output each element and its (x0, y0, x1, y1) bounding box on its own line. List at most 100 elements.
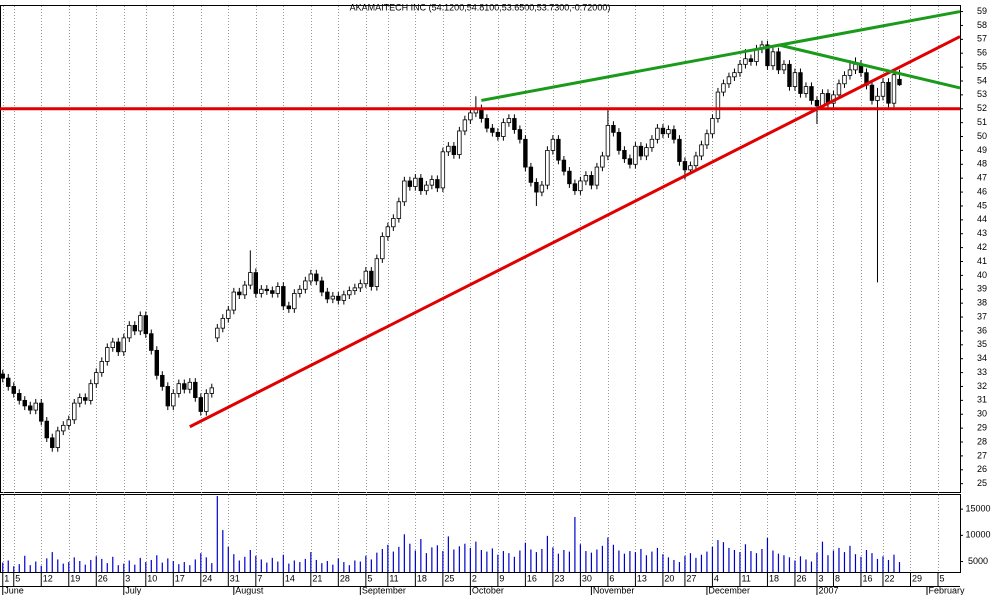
x-tick-label: 16 (862, 573, 872, 583)
candle-body (275, 286, 281, 294)
candle-body (737, 63, 743, 74)
candle-body (666, 129, 671, 135)
candle-body (143, 315, 148, 335)
volume-bar (860, 556, 862, 572)
volume-bar (271, 557, 273, 572)
y-tick-label: 32 (977, 381, 987, 391)
y-tick-label: 41 (977, 256, 987, 266)
candle-body (880, 81, 886, 97)
volume-bar (662, 554, 664, 572)
volume-bar (607, 537, 609, 572)
volume-bar (574, 517, 576, 572)
volume-bar (13, 566, 15, 572)
volume-bar (667, 557, 670, 572)
candle-body (413, 177, 418, 187)
volume-bar (189, 565, 191, 572)
volume-bar (46, 558, 48, 572)
volume-bar (794, 560, 796, 572)
volume-bar (552, 547, 554, 572)
y-tick-label: 34 (977, 353, 987, 363)
volume-bar (519, 550, 521, 572)
candle-body (105, 347, 110, 362)
volume-bar (392, 551, 394, 572)
volume-bar (337, 558, 339, 572)
volume-bar (469, 547, 471, 572)
volume-bar (854, 554, 857, 572)
y-tick-label: 26 (977, 464, 987, 474)
volume-bar (480, 550, 482, 572)
candle-body (869, 84, 875, 101)
volume-bar (326, 561, 328, 572)
candle-body (325, 291, 330, 300)
volume-bar (79, 561, 81, 572)
volume-bar (744, 544, 747, 572)
y-tick-label: 50 (977, 131, 987, 141)
candle-body (281, 286, 286, 307)
volume-bar (255, 555, 257, 572)
candle-body (391, 218, 396, 228)
candle-body (198, 397, 204, 412)
candle-body (726, 76, 732, 85)
volume-bar (101, 558, 103, 572)
candle-body (446, 145, 451, 153)
volume-bar (596, 549, 598, 572)
chart-title: AKAMAITECH INC (54.1200,54.8100,53.6500,… (350, 2, 611, 12)
volume-bar (502, 551, 504, 572)
volume-bar (249, 550, 251, 572)
candle-body (440, 151, 446, 189)
volume-bar (128, 560, 130, 572)
y-tick-label: 30 (977, 409, 987, 419)
x-tick-label: 17 (175, 573, 185, 583)
volume-bar (2, 562, 4, 572)
candle-body (160, 374, 165, 387)
volume-bar (695, 557, 697, 572)
candle-body (50, 437, 55, 448)
volume-bar (321, 563, 323, 572)
candle-body (512, 118, 517, 130)
volume-bar (656, 547, 659, 572)
candle-body (121, 337, 126, 353)
y-tick-label: 59 (977, 6, 987, 16)
volume-bar (447, 536, 449, 572)
candle-body (330, 295, 336, 300)
candle-body (209, 387, 215, 394)
volume-bar (513, 556, 515, 572)
x-tick-label: 21 (312, 573, 322, 583)
volume-bar (717, 540, 719, 572)
volume-bar (612, 544, 615, 572)
candle-body (116, 341, 121, 353)
y-tick-label: 45 (977, 200, 987, 210)
candle-body (435, 179, 440, 189)
volume-bar (832, 550, 835, 572)
volume-bar (827, 555, 829, 572)
candle-body (28, 405, 33, 411)
candle-body (176, 383, 181, 394)
candle-body (721, 83, 726, 93)
candle-body (600, 155, 605, 168)
trend-line (189, 35, 961, 429)
y-tick-label: 56 (977, 48, 987, 58)
candle-body (550, 138, 556, 151)
volume-bar (332, 564, 334, 572)
volume-bar (172, 561, 174, 572)
y-tick-label: 58 (977, 20, 987, 30)
candle-body (39, 402, 44, 422)
volume-bar (849, 545, 851, 572)
candle-body (814, 100, 820, 107)
y-tick-label: 38 (977, 298, 987, 308)
candle-body (836, 83, 842, 96)
x-tick-label: 5 (15, 573, 20, 583)
x-tick-label: 13 (637, 573, 647, 583)
y-tick-label: 47 (977, 173, 987, 183)
candle-body (66, 419, 71, 426)
candle-body (402, 180, 407, 203)
volume-bar (205, 557, 207, 572)
candle-body (94, 372, 99, 385)
volume-bar (706, 551, 708, 572)
volume-bar (497, 554, 499, 572)
y-tick-label: 43 (977, 228, 987, 238)
y-tick-label: 29 (977, 423, 987, 433)
volume-bar (282, 554, 284, 572)
volume-bar (535, 552, 537, 572)
